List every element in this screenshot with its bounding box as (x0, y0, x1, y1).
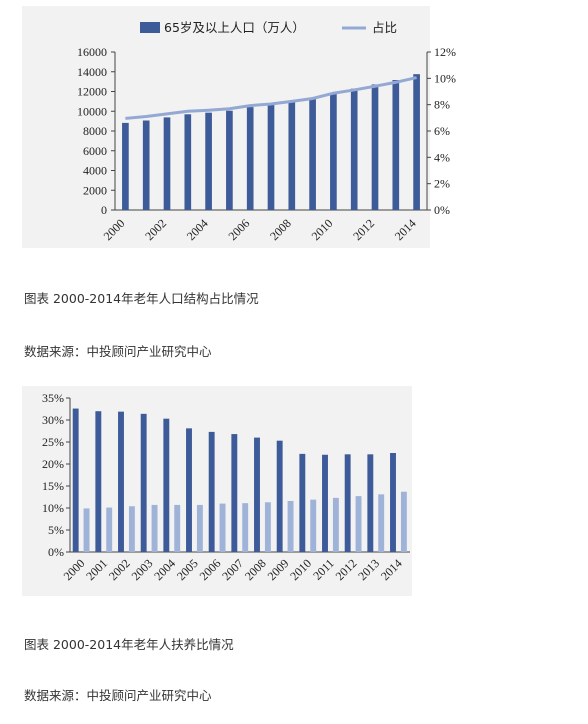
x-tick-label: 2002 (106, 556, 133, 583)
bar-series1-2003 (140, 413, 147, 552)
bar-series2-2001 (106, 507, 113, 552)
bar-population-2000 (122, 122, 129, 210)
line-ratio-series (125, 76, 417, 120)
bar-series1-2007 (231, 434, 238, 552)
bar-series2-2002 (128, 506, 135, 552)
left-tick-label: 6000 (83, 144, 107, 158)
bar-population-2006 (246, 107, 254, 210)
x-tick-label: 2009 (265, 556, 292, 583)
x-tick-label: 2007 (219, 556, 246, 583)
bar-series1-2002 (118, 411, 124, 552)
right-tick-label: 10% (434, 71, 456, 85)
right-tick-label: 12% (434, 45, 456, 59)
bar-series2-2004 (174, 504, 181, 552)
left-tick-label: 30% (42, 413, 64, 427)
x-tick-label: 2012 (333, 556, 360, 583)
left-tick-label: 8000 (83, 124, 107, 138)
x-tick-label: 2008 (242, 556, 269, 583)
bar-series1-2004 (163, 418, 170, 552)
bar-series2-2006 (219, 503, 226, 552)
bar-series1-2008 (254, 437, 260, 552)
legend-label-ratio: 占比 (372, 20, 397, 35)
bar-population-2002 (163, 117, 171, 210)
chart-1-source: 数据来源：中投顾问产业研究中心 (24, 344, 212, 359)
bar-series2-2008 (264, 502, 271, 552)
x-tick-label: 2000 (61, 556, 88, 583)
left-tick-label: 0 (101, 203, 107, 217)
x-tick-label: 2001 (83, 556, 110, 583)
bar-series1-2006 (208, 431, 215, 552)
bar-series2-2009 (287, 500, 294, 552)
bar-series2-2012 (355, 496, 362, 552)
bar-series1-2001 (95, 411, 102, 552)
right-tick-label: 4% (434, 150, 450, 164)
left-tick-label: 12000 (77, 85, 107, 99)
right-tick-label: 0% (434, 203, 450, 217)
left-tick-label: 0% (48, 545, 64, 559)
bar-population-2001 (142, 120, 150, 210)
x-tick-label: 2014 (378, 556, 405, 583)
x-tick-label: 2013 (355, 556, 382, 583)
bar-population-2014 (413, 74, 420, 210)
chart-2-source: 数据来源：中投顾问产业研究中心 (24, 688, 212, 703)
left-tick-label: 35% (42, 391, 64, 405)
bar-series1-2005 (186, 428, 192, 552)
right-tick-label: 2% (434, 177, 450, 191)
left-tick-label: 10% (42, 501, 64, 515)
bar-series2-2003 (151, 504, 158, 552)
left-tick-label: 2000 (83, 183, 107, 197)
bar-population-2010 (330, 92, 337, 210)
bar-series2-2005 (196, 504, 203, 552)
bar-series1-2014 (390, 453, 396, 552)
bar-series2-2011 (332, 497, 339, 552)
chart-1-caption: 图表 2000-2014年老年人口结构占比情况 (24, 291, 259, 306)
bar-series1-2000 (72, 408, 79, 552)
left-tick-label: 25% (42, 435, 64, 449)
right-tick-label: 6% (434, 124, 450, 138)
bar-series1-2012 (344, 454, 351, 552)
x-tick-label: 2004 (151, 556, 178, 583)
x-tick-label: 2010 (287, 556, 314, 583)
bar-series2-2010 (310, 499, 317, 552)
x-tick-label: 2011 (310, 556, 337, 583)
bar-series2-2013 (378, 494, 385, 552)
left-tick-label: 20% (42, 457, 64, 471)
x-tick-label: 2005 (174, 556, 201, 583)
bar-series1-2010 (299, 453, 306, 552)
bar-population-2011 (350, 88, 358, 210)
left-tick-label: 10000 (77, 104, 107, 118)
legend-label-population: 65岁及以上人口（万人） (164, 20, 305, 35)
chart-2-dependency-ratio: 0%5%10%15%20%25%30%35%200020012002200320… (42, 391, 410, 583)
x-tick-label: 2006 (197, 556, 224, 583)
bar-population-2012 (371, 84, 379, 210)
bar-population-2007 (267, 104, 275, 210)
bar-population-2005 (226, 110, 233, 210)
bar-series2-2014 (400, 491, 407, 552)
bar-population-2009 (309, 98, 316, 210)
bar-series1-2009 (276, 440, 283, 552)
legend-swatch-population (140, 22, 160, 33)
bar-population-2008 (288, 101, 296, 210)
bar-series1-2011 (322, 454, 328, 552)
bar-population-2004 (205, 112, 212, 210)
bar-series2-2000 (83, 508, 90, 552)
left-tick-label: 4000 (83, 164, 107, 178)
left-tick-label: 15% (42, 479, 64, 493)
right-tick-label: 8% (434, 98, 450, 112)
bar-series1-2013 (367, 454, 374, 552)
bar-series2-2007 (242, 503, 249, 552)
chart-1-background (22, 6, 430, 248)
chart-1-population-ratio: 65岁及以上人口（万人） 占比 0 2000 4000 6000 8000 10000 1200… (77, 20, 456, 243)
left-tick-label: 14000 (77, 65, 107, 79)
bar-population-2003 (184, 114, 192, 210)
chart-2-caption: 图表 2000-2014年老年人扶养比情况 (24, 637, 234, 652)
x-tick-label: 2003 (129, 556, 156, 583)
left-tick-label: 16000 (77, 45, 107, 59)
left-tick-label: 5% (48, 523, 64, 537)
bar-population-2013 (392, 80, 400, 210)
